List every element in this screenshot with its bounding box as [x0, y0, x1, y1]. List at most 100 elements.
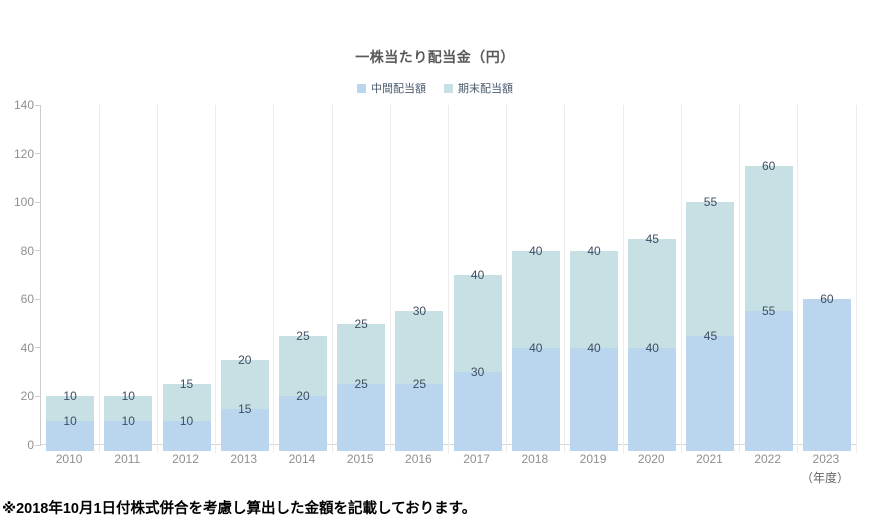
value-label: 10 [63, 413, 77, 428]
bar-segment-yearend-2019 [570, 250, 619, 348]
bar-column-2020: 40 45 [623, 105, 681, 451]
value-label: 15 [238, 401, 252, 416]
vertical-gridline [389, 105, 391, 453]
x-axis-label-2012: 2012 [172, 452, 199, 466]
x-axis-label-2011: 2011 [114, 452, 141, 466]
bar-segment-yearend-2016 [395, 311, 444, 385]
vertical-gridline [680, 105, 682, 453]
value-label: 55 [703, 195, 718, 210]
value-label: 40 [645, 340, 659, 355]
bar-segment-interim-2011 [104, 420, 153, 451]
value-label: 60 [820, 292, 834, 307]
bar-segment-interim-2010 [46, 420, 95, 451]
legend-swatch-yearend [444, 83, 453, 93]
y-axis-label: 40 [20, 340, 34, 355]
y-axis-label: 0 [27, 438, 34, 452]
bar-column-2010: 10 10 [41, 105, 99, 451]
y-axis-tick [35, 104, 41, 106]
value-label: 30 [412, 304, 427, 319]
vertical-gridline [215, 105, 217, 453]
bar-segment-interim-2018 [511, 347, 560, 451]
bar-segment-interim-2015 [337, 384, 386, 451]
value-label: 15 [179, 377, 194, 392]
vertical-gridline [156, 105, 158, 453]
y-axis-label: 120 [13, 146, 34, 161]
bar-segment-interim-2023 [802, 299, 851, 451]
bar-segment-yearend-2015 [337, 323, 386, 385]
x-axis-unit-label: （年度） [800, 471, 849, 485]
bar-segment-yearend-2021 [686, 202, 735, 336]
bar-column-2016: 25 30 [390, 105, 448, 451]
value-label: 55 [761, 304, 776, 319]
value-label: 45 [645, 231, 659, 246]
value-label: 25 [412, 377, 427, 392]
bar-segment-interim-2013 [220, 408, 269, 451]
value-label: 10 [121, 413, 135, 428]
bar-segment-yearend-2020 [628, 238, 677, 348]
y-axis-tick [35, 395, 41, 397]
value-label: 40 [470, 268, 485, 282]
bar-segment-interim-2020 [628, 347, 677, 451]
bar-column-2023: 60 [798, 105, 856, 451]
x-axis-label-2013: 2013 [230, 452, 258, 466]
value-label: 25 [354, 316, 368, 331]
vertical-gridline [564, 105, 566, 453]
bar-column-2014: 20 25 [274, 105, 332, 451]
value-label: 30 [470, 365, 485, 380]
bar-segment-yearend-2012 [162, 384, 211, 421]
bar-column-2011: 10 10 [99, 105, 157, 451]
vertical-gridline [622, 105, 624, 453]
x-axis-label-2018: 2018 [521, 452, 549, 466]
y-axis-tick [35, 444, 41, 446]
bar-segment-yearend-2014 [278, 335, 327, 397]
value-label: 10 [121, 389, 135, 404]
bar-segment-yearend-2018 [511, 250, 560, 348]
chart-title: 一株当たり配当金（円） [355, 49, 515, 65]
y-axis-label: 100 [13, 195, 34, 210]
x-axis-label-2023: 2023 [812, 452, 840, 466]
bar-column-2017: 30 40 [449, 105, 507, 451]
vertical-gridline [797, 105, 799, 453]
bar-column-2018: 40 40 [507, 105, 565, 451]
value-label: 60 [761, 158, 776, 173]
value-label: 10 [63, 389, 77, 404]
y-axis-label: 60 [20, 292, 34, 307]
bar-column-2021: 45 55 [681, 105, 739, 451]
y-axis-tick [35, 201, 41, 203]
bar-segment-interim-2014 [278, 396, 327, 451]
x-axis-label-2022: 2022 [754, 452, 782, 466]
legend-swatch-interim [357, 83, 366, 93]
value-label: 10 [179, 413, 194, 428]
footnote: ※2018年10月1日付株式併合を考慮し算出した金額を記載しております。 [2, 501, 477, 517]
bar-column-2019: 40 40 [565, 105, 623, 451]
bar-column-2013: 15 20 [216, 105, 274, 451]
vertical-gridline [273, 105, 275, 453]
value-label: 20 [296, 389, 310, 404]
vertical-gridline [448, 105, 449, 453]
legend-item-interim-dividend[interactable]: 中間配当額 [357, 80, 426, 96]
vertical-gridline [855, 105, 857, 453]
y-axis-tick [35, 347, 41, 349]
legend-label-yearend: 期末配当額 [458, 83, 513, 95]
bar-segment-yearend-2011 [104, 396, 153, 421]
bar-segment-yearend-2017 [453, 275, 502, 373]
bar-segment-interim-2019 [570, 347, 619, 451]
vertical-gridline [98, 105, 100, 453]
y-axis-tick [35, 298, 41, 300]
vertical-gridline [739, 105, 741, 453]
value-label: 40 [529, 243, 543, 258]
x-axis-label-2016: 2016 [405, 452, 432, 466]
value-label: 25 [296, 328, 310, 343]
value-label: 45 [703, 328, 718, 343]
x-axis-label-2010: 2010 [55, 452, 83, 466]
x-axis-label-2020: 2020 [637, 452, 665, 466]
bar-segment-yearend-2022 [744, 165, 793, 312]
x-axis-label-2019: 2019 [579, 452, 607, 466]
y-axis-tick [35, 250, 41, 252]
legend-item-yearend-dividend[interactable]: 期末配当額 [444, 80, 513, 96]
bar-segment-interim-2022 [744, 311, 793, 451]
bar-column-2022: 55 60 [740, 105, 798, 451]
y-axis-label: 140 [13, 98, 34, 112]
x-axis-label-2017: 2017 [463, 452, 490, 466]
